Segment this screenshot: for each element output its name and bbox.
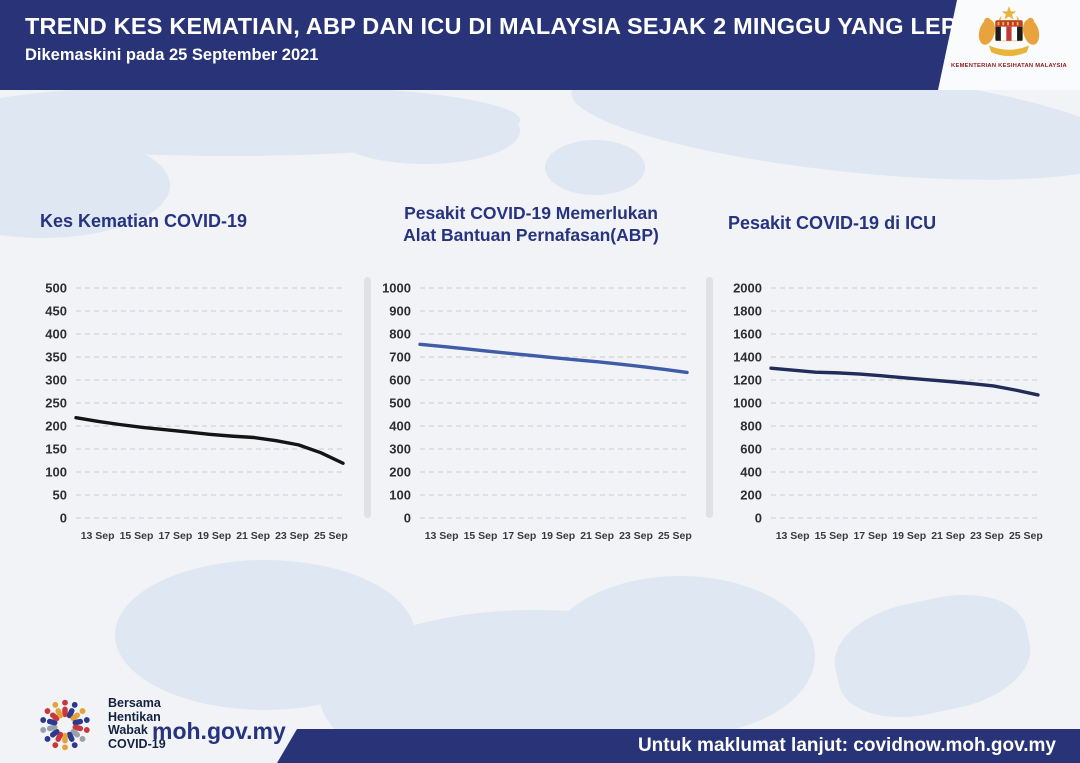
background-blob: [545, 140, 645, 195]
svg-text:0: 0: [60, 511, 67, 526]
svg-text:450: 450: [45, 304, 67, 319]
background-blob: [825, 580, 1040, 732]
svg-text:13 Sep: 13 Sep: [776, 530, 810, 542]
svg-text:700: 700: [389, 350, 411, 365]
campaign-burst-icon: [30, 690, 100, 760]
line-chart-deaths: 500 450 400 350 300 250 200 150 100 50 0 13 Sep 15 S…: [18, 275, 348, 557]
svg-text:0: 0: [404, 511, 411, 526]
svg-text:23 Sep: 23 Sep: [619, 530, 653, 542]
svg-text:19 Sep: 19 Sep: [541, 530, 575, 542]
svg-text:250: 250: [45, 396, 67, 411]
header-banner: TREND KES KEMATIAN, ABP DAN ICU DI MALAY…: [0, 0, 1080, 90]
campaign-slogan: Bersama Hentikan Wabak COVID-19: [108, 696, 166, 751]
moh-website-label: moh.gov.my: [152, 718, 286, 744]
svg-text:21 Sep: 21 Sep: [236, 530, 270, 542]
svg-text:50: 50: [53, 488, 67, 503]
svg-text:400: 400: [45, 327, 67, 342]
campaign-line: Wabak: [108, 723, 148, 737]
svg-text:1400: 1400: [733, 350, 762, 365]
svg-text:500: 500: [45, 281, 67, 296]
svg-text:800: 800: [740, 419, 762, 434]
chart-scrollbar[interactable]: [364, 277, 371, 518]
svg-text:2000: 2000: [733, 281, 762, 296]
svg-text:17 Sep: 17 Sep: [502, 530, 536, 542]
svg-text:200: 200: [389, 465, 411, 480]
svg-text:1600: 1600: [733, 327, 762, 342]
chart-title-abp: Pesakit COVID-19 Memerlukan Alat Bantuan…: [372, 202, 690, 246]
updated-date-subtitle: Dikemaskini pada 25 September 2021: [25, 46, 319, 64]
svg-text:200: 200: [45, 419, 67, 434]
svg-text:23 Sep: 23 Sep: [970, 530, 1004, 542]
background-blob: [545, 576, 815, 736]
svg-text:25 Sep: 25 Sep: [314, 530, 348, 542]
footer-bar: Untuk maklumat lanjut: covidnow.moh.gov.…: [277, 729, 1080, 763]
svg-text:0: 0: [755, 511, 762, 526]
ministry-name-label: KEMENTERIAN KESIHATAN MALAYSIA: [951, 63, 1067, 69]
svg-text:21 Sep: 21 Sep: [931, 530, 965, 542]
svg-text:13 Sep: 13 Sep: [81, 530, 115, 542]
campaign-line: Hentikan: [108, 709, 161, 724]
svg-text:600: 600: [389, 373, 411, 388]
svg-text:100: 100: [389, 488, 411, 503]
svg-text:1200: 1200: [733, 373, 762, 388]
svg-text:17 Sep: 17 Sep: [853, 530, 887, 542]
svg-text:400: 400: [740, 465, 762, 480]
line-chart-icu: 2000 1800 1600 1400 1200 1000 800 600 400 200 0 13 …: [713, 275, 1043, 557]
svg-text:1800: 1800: [733, 304, 762, 319]
svg-text:500: 500: [389, 396, 411, 411]
svg-text:200: 200: [740, 488, 762, 503]
svg-text:100: 100: [45, 465, 67, 480]
svg-text:15 Sep: 15 Sep: [464, 530, 498, 542]
svg-text:400: 400: [389, 419, 411, 434]
malaysia-coat-of-arms-icon: [978, 6, 1040, 57]
svg-text:300: 300: [45, 373, 67, 388]
svg-text:150: 150: [45, 442, 67, 457]
more-info-label: Untuk maklumat lanjut: covidnow.moh.gov.…: [637, 735, 1056, 756]
svg-text:350: 350: [45, 350, 67, 365]
chart-title-abp-line1: Pesakit COVID-19 Memerlukan: [404, 203, 658, 223]
svg-text:25 Sep: 25 Sep: [658, 530, 692, 542]
svg-text:15 Sep: 15 Sep: [815, 530, 849, 542]
svg-text:19 Sep: 19 Sep: [197, 530, 231, 542]
chart-title-abp-line2: Alat Bantuan Pernafasan(ABP): [403, 225, 659, 245]
svg-text:23 Sep: 23 Sep: [275, 530, 309, 542]
svg-text:300: 300: [389, 442, 411, 457]
svg-text:15 Sep: 15 Sep: [120, 530, 154, 542]
campaign-line: Bersama: [108, 696, 161, 710]
svg-text:13 Sep: 13 Sep: [425, 530, 459, 542]
page-title: TREND KES KEMATIAN, ABP DAN ICU DI MALAY…: [25, 13, 989, 39]
chart-title-deaths: Kes Kematian COVID-19: [40, 211, 248, 231]
background-blob: [330, 98, 520, 164]
svg-text:600: 600: [740, 442, 762, 457]
svg-text:1000: 1000: [382, 281, 411, 296]
svg-text:800: 800: [389, 327, 411, 342]
svg-text:21 Sep: 21 Sep: [580, 530, 614, 542]
svg-text:17 Sep: 17 Sep: [158, 530, 192, 542]
chart-title-icu: Pesakit COVID-19 di ICU: [728, 213, 937, 233]
svg-text:19 Sep: 19 Sep: [892, 530, 926, 542]
svg-text:25 Sep: 25 Sep: [1009, 530, 1043, 542]
ministry-panel: KEMENTERIAN KESIHATAN MALAYSIA: [938, 0, 1080, 90]
chart-scrollbar[interactable]: [706, 277, 713, 518]
svg-text:900: 900: [389, 304, 411, 319]
line-chart-abp: 1000 900 800 700 600 500 400 300 200 100 0 13 Sep 15…: [362, 275, 692, 557]
svg-text:1000: 1000: [733, 396, 762, 411]
campaign-line: COVID-19: [108, 736, 166, 751]
